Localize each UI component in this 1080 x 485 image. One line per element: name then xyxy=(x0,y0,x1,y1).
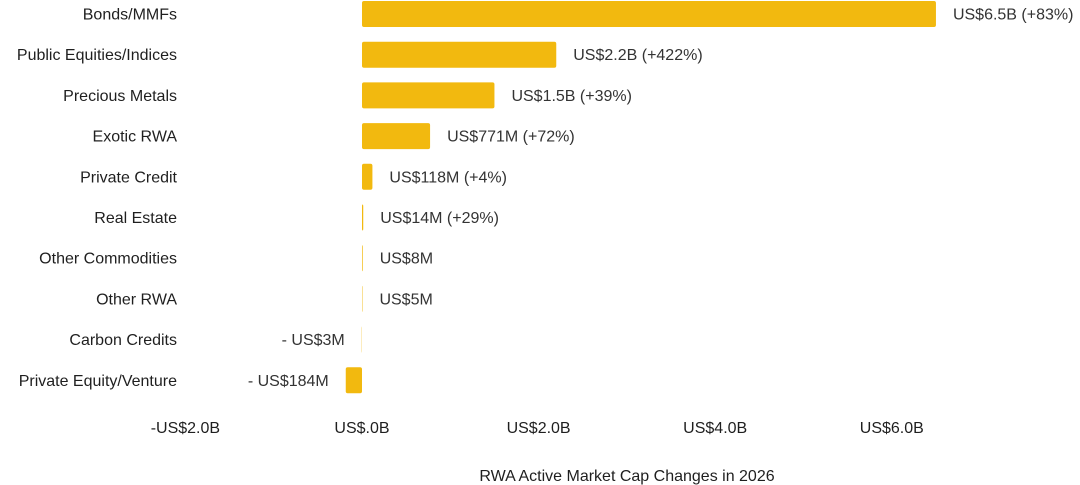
bar-private-credit xyxy=(362,163,373,190)
x-tick-label: -US$2.0B xyxy=(151,420,220,437)
category-label-public-equities-indices: Public Equities/Indices xyxy=(17,47,177,64)
data-label-carbon-credits: - US$3M xyxy=(282,332,345,349)
x-tick-label: US$6.0B xyxy=(860,420,924,437)
x-axis-title: RWA Active Market Cap Changes in 2026 xyxy=(479,468,774,485)
category-label-private-credit: Private Credit xyxy=(80,169,177,186)
data-labels-group: US$6.5B (+83%) US$2.2B (+422%) US$1.5B (+3… xyxy=(248,7,1074,390)
bars-group xyxy=(345,1,936,394)
category-label-carbon-credits: Carbon Credits xyxy=(69,332,177,349)
data-label-exotic-rwa: US$771M (+72%) xyxy=(447,129,575,146)
category-label-other-rwa: Other RWA xyxy=(96,291,177,308)
bar-public-equities-indices xyxy=(362,41,557,68)
category-label-private-equity-venture: Private Equity/Venture xyxy=(19,373,177,390)
data-label-real-estate: US$14M (+29%) xyxy=(380,210,499,227)
category-label-exotic-rwa: Exotic RWA xyxy=(93,129,178,146)
data-label-precious-metals: US$1.5B (+39%) xyxy=(511,88,632,105)
bar-bonds-mmfs xyxy=(362,1,936,27)
bar-exotic-rwa xyxy=(362,123,431,150)
x-tick-label: US$2.0B xyxy=(507,420,571,437)
category-label-real-estate: Real Estate xyxy=(94,210,177,227)
data-label-public-equities-indices: US$2.2B (+422%) xyxy=(573,47,702,64)
bar-other-commodities xyxy=(362,245,363,272)
x-axis-ticks-group: -US$2.0B US$.0B US$2.0B US$4.0B US$6.0B xyxy=(151,420,924,437)
category-label-other-commodities: Other Commodities xyxy=(39,251,177,268)
x-tick-label: US$.0B xyxy=(334,420,389,437)
bar-real-estate xyxy=(362,204,364,231)
data-label-private-credit: US$118M (+4%) xyxy=(389,169,507,186)
data-label-private-equity-venture: - US$184M xyxy=(248,373,329,390)
category-labels-group: Bonds/MMFs Public Equities/Indices Preciou… xyxy=(17,7,178,390)
bar-precious-metals xyxy=(362,82,495,109)
category-label-bonds-mmfs: Bonds/MMFs xyxy=(83,7,177,24)
x-tick-label: US$4.0B xyxy=(683,420,747,437)
data-label-other-rwa: US$5M xyxy=(379,291,432,308)
bar-private-equity-venture xyxy=(345,367,362,394)
data-label-other-commodities: US$8M xyxy=(380,251,433,268)
category-label-precious-metals: Precious Metals xyxy=(63,88,177,105)
data-label-bonds-mmfs: US$6.5B (+83%) xyxy=(953,7,1074,24)
